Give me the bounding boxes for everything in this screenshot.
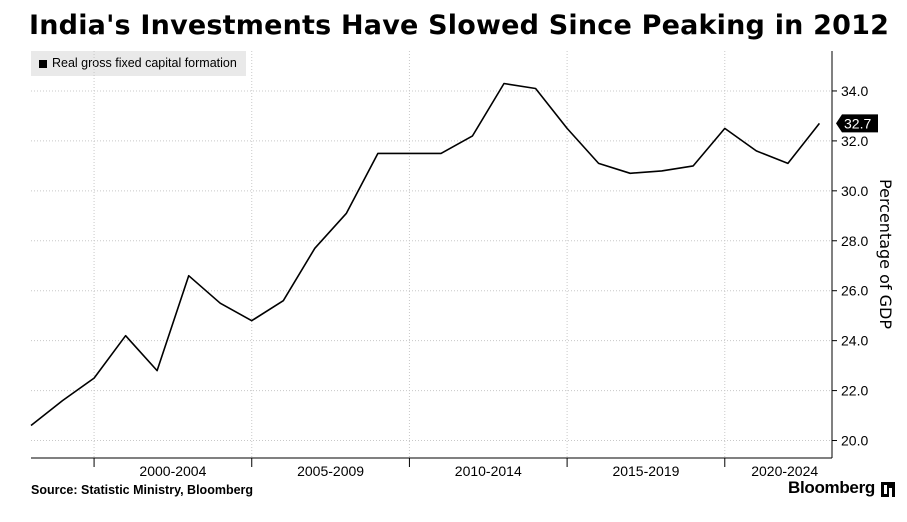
x-tick-label: 2000-2004 <box>139 463 206 479</box>
y-tick-label: 32.0 <box>841 133 868 149</box>
x-tick-label: 2010-2014 <box>455 463 522 479</box>
last-value-tag <box>836 114 878 133</box>
y-tick-label: 20.0 <box>841 433 868 449</box>
chart-title: India's Investments Have Slowed Since Pe… <box>29 10 890 41</box>
legend-swatch <box>39 59 47 68</box>
x-tick-label: 2020-2024 <box>751 463 818 479</box>
y-axis-title: Percentage of GDP <box>876 179 895 329</box>
series-line <box>30 82 821 427</box>
x-tick-label: 2015-2019 <box>612 463 679 479</box>
y-tick-label: 30.0 <box>841 183 868 199</box>
y-tick-label: 24.0 <box>841 333 868 349</box>
y-tick-label: 22.0 <box>841 383 868 399</box>
legend-label: Real gross fixed capital formation <box>52 56 237 70</box>
bloomberg-terminal-icon <box>881 482 895 497</box>
x-tick-label: 2005-2009 <box>297 463 364 479</box>
source-note: Source: Statistic Ministry, Bloomberg <box>31 483 254 497</box>
brand-logo: Bloomberg <box>787 478 875 497</box>
last-value-label: 32.7 <box>844 115 871 131</box>
legend: Real gross fixed capital formation <box>31 51 246 76</box>
y-tick-label: 28.0 <box>841 233 868 249</box>
y-tick-label: 34.0 <box>841 83 868 99</box>
y-tick-label: 26.0 <box>841 283 868 299</box>
